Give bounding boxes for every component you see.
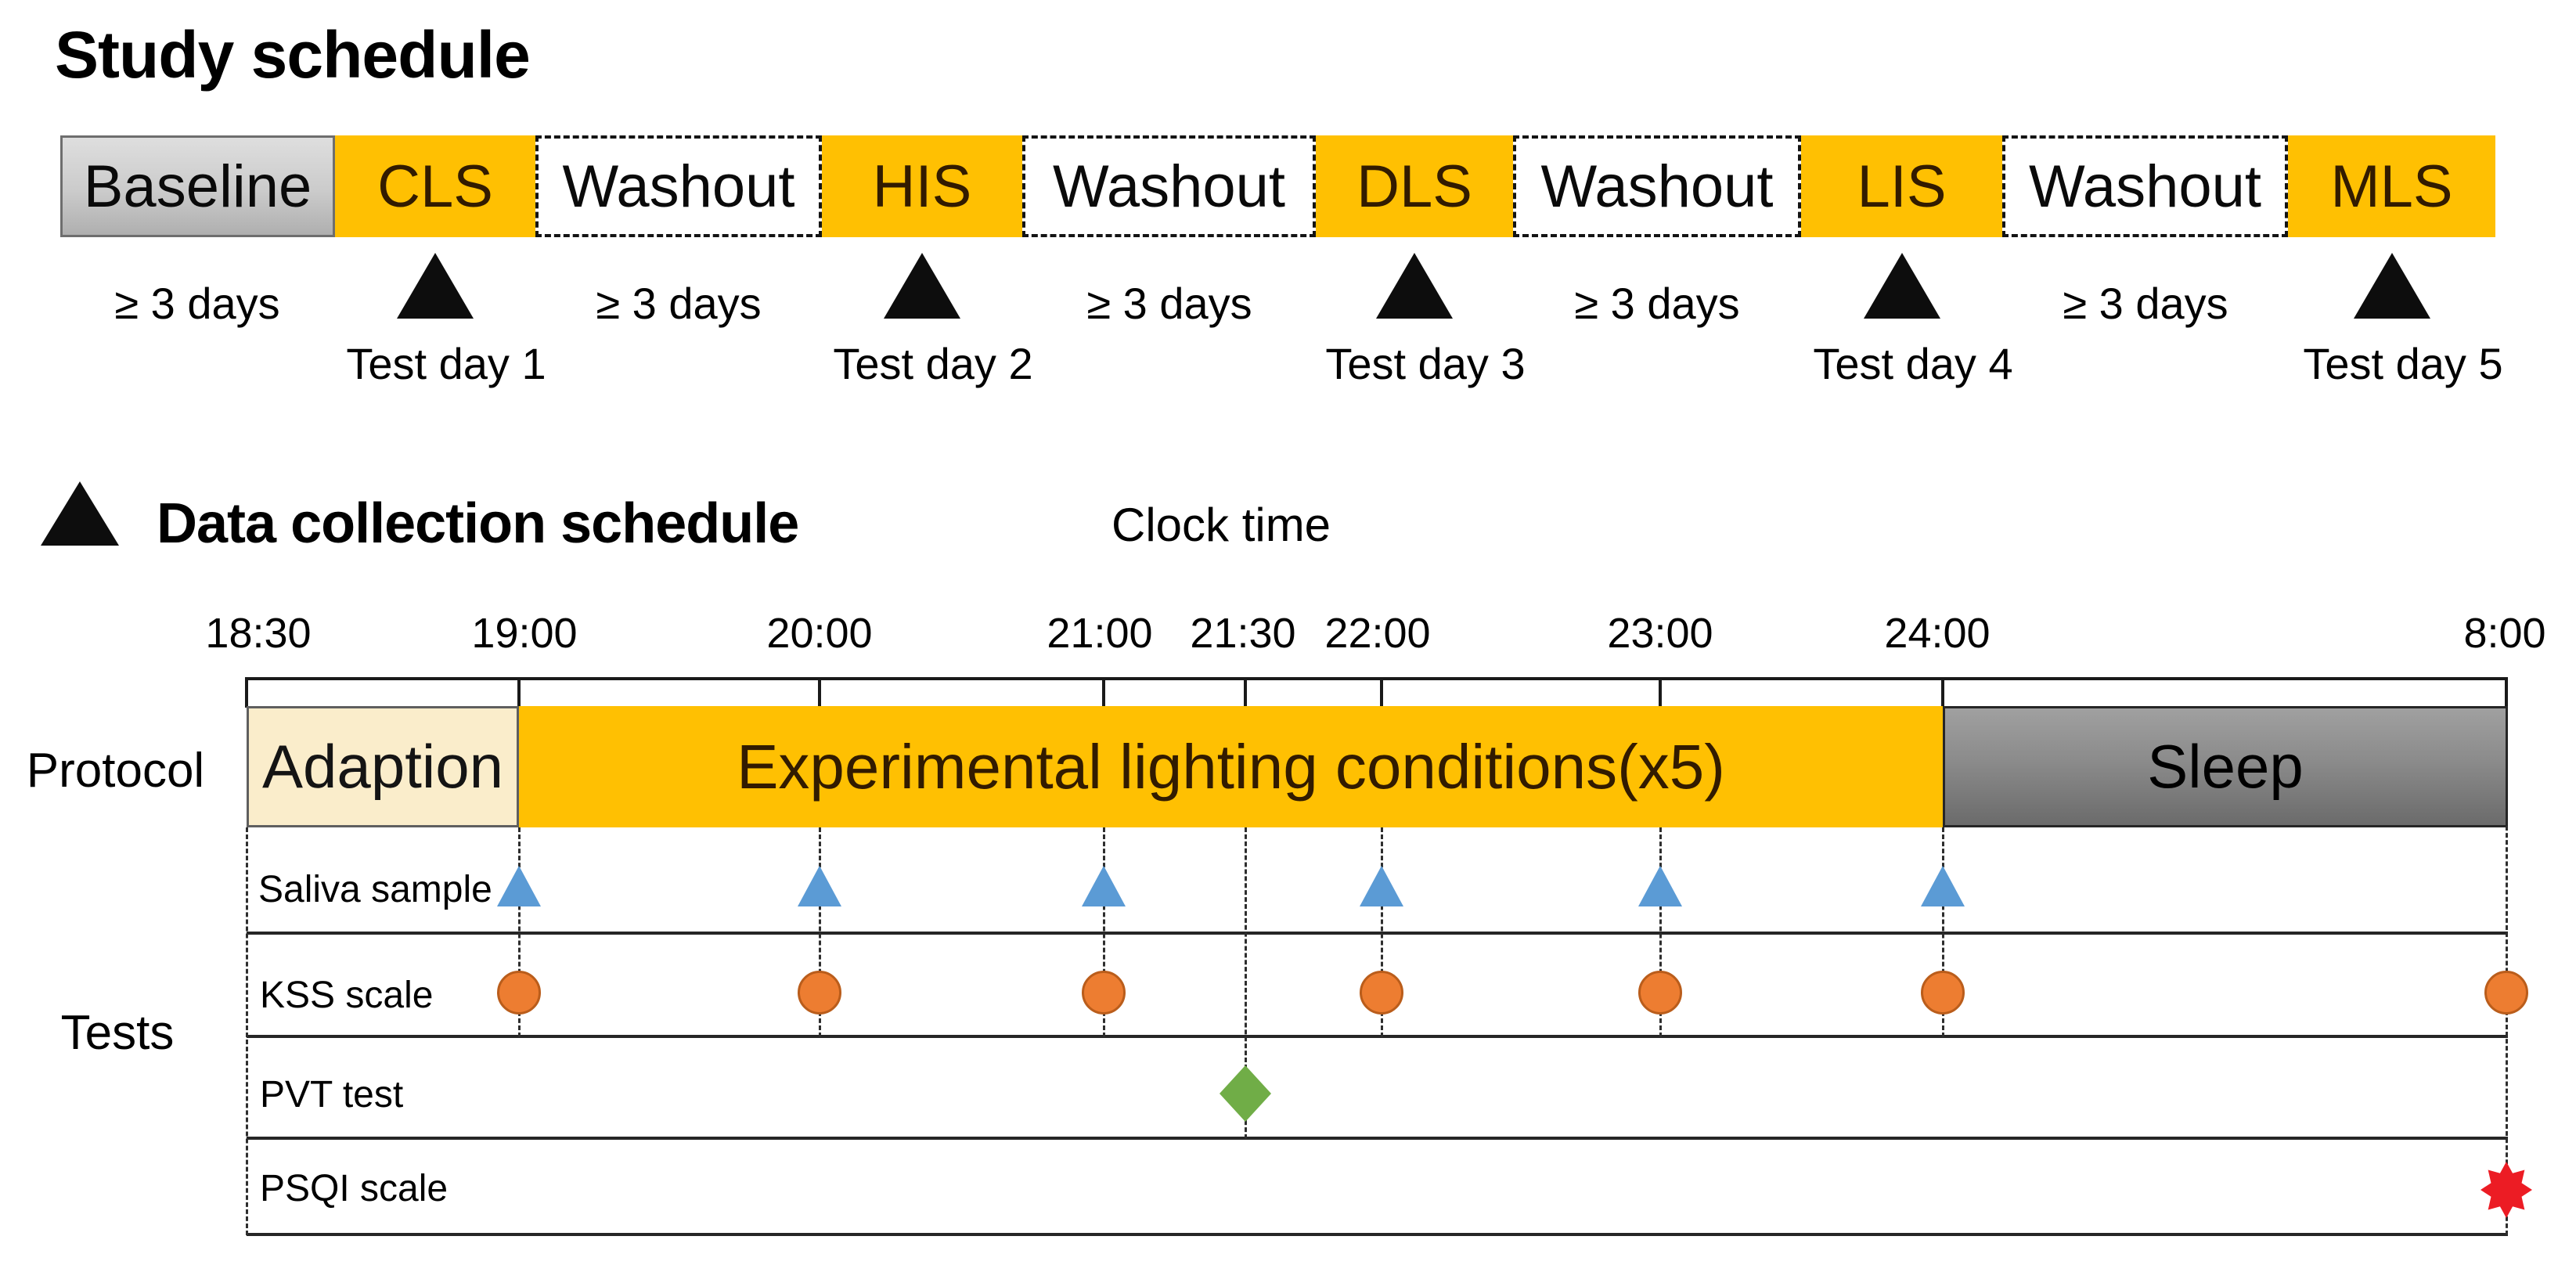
segment-mls: MLS: [2288, 135, 2495, 237]
kss-circle-icon-21-00: [1082, 971, 1126, 1015]
kss-circle-icon-24-00: [1921, 971, 1965, 1015]
clock-axis: [247, 677, 2508, 680]
axis-tick-22-00: [1380, 677, 1383, 708]
segment-washout-4-label: Washout: [2028, 153, 2262, 220]
saliva-triangle-icon-19-00: [497, 866, 541, 906]
kss-circle-icon-20-00: [798, 971, 841, 1015]
row-divider-kss-pvt: [247, 1035, 2508, 1038]
segment-cls-label: CLS: [377, 153, 493, 220]
kss-circle-icon-23-00: [1638, 971, 1682, 1015]
test-day-5-triangle-icon: [2354, 253, 2430, 319]
saliva-triangle-icon-23-00: [1638, 866, 1682, 906]
segment-washout-2-label: Washout: [1052, 153, 1286, 220]
saliva-triangle-icon-20-00: [798, 866, 841, 906]
segment-dls: DLS: [1316, 135, 1513, 237]
test-day-4-label: Test day 4: [1813, 339, 2013, 388]
segment-mls-label: MLS: [2330, 153, 2453, 220]
axis-tick-23-00: [1659, 677, 1662, 708]
saliva-triangle-icon-24-00: [1921, 866, 1965, 906]
row-label-pvt-test: PVT test: [260, 1074, 404, 1115]
axis-tick-20-00: [818, 677, 821, 708]
segment-lis-label: LIS: [1857, 153, 1947, 220]
segment-lis: LIS: [1801, 135, 2002, 237]
test-day-2-triangle-icon: [884, 253, 960, 319]
gap-label-5: ≥ 3 days: [2063, 279, 2228, 328]
gap-label-1: ≥ 3 days: [114, 279, 280, 328]
axis-tick-18-30: [245, 677, 248, 708]
grid-dashed-21-00: [1103, 827, 1105, 1037]
saliva-triangle-icon-21-00: [1082, 866, 1126, 906]
phase-experimental-lighting-label: Experimental lighting conditions(x5): [737, 731, 1725, 802]
gap-label-3: ≥ 3 days: [1086, 279, 1252, 328]
grid-dashed-20-00: [819, 827, 821, 1037]
time-label-24-00: 24:00: [1884, 610, 1991, 657]
row-divider-pvt-psqi: [247, 1137, 2508, 1140]
time-label-20-00: 20:00: [766, 610, 873, 657]
segment-washout-3: Washout: [1513, 135, 1801, 237]
test-day-2-label: Test day 2: [833, 339, 1033, 388]
phase-experimental-lighting: Experimental lighting conditions(x5): [519, 706, 1943, 827]
axis-tick-21-30: [1244, 677, 1247, 708]
grid-dashed-23-00: [1659, 827, 1662, 1037]
segment-baseline: Baseline: [60, 135, 335, 237]
segment-baseline-label: Baseline: [83, 153, 312, 220]
time-label-23-00: 23:00: [1607, 610, 1713, 657]
clock-time-label: Clock time: [1111, 499, 1331, 551]
time-label-19-00: 19:00: [471, 610, 578, 657]
data-collection-legend-triangle-icon: [41, 481, 119, 546]
protocol-label: Protocol: [26, 744, 205, 798]
gap-label-4: ≥ 3 days: [1574, 279, 1740, 328]
phase-adaption: Adaption: [247, 706, 519, 827]
test-day-4-triangle-icon: [1864, 253, 1940, 319]
kss-circle-icon-8-00: [2484, 971, 2528, 1015]
grid-dashed-21-30: [1245, 827, 1247, 1139]
grid-dashed-8-00: [2506, 826, 2508, 1235]
pvt-diamond-icon-21-30: [1220, 1065, 1271, 1122]
segment-washout-1: Washout: [535, 135, 822, 237]
row-divider-saliva-kss: [247, 932, 2508, 935]
gap-label-2: ≥ 3 days: [596, 279, 762, 328]
segment-his: HIS: [822, 135, 1022, 237]
segment-dls-label: DLS: [1356, 153, 1472, 220]
test-day-1-triangle-icon: [397, 253, 474, 319]
segment-cls: CLS: [335, 135, 535, 237]
segment-washout-4: Washout: [2002, 135, 2288, 237]
time-label-18-30: 18:30: [205, 610, 312, 657]
phase-sleep-label: Sleep: [2147, 732, 2304, 801]
time-label-22-00: 22:00: [1324, 610, 1431, 657]
segment-washout-1-label: Washout: [562, 153, 795, 220]
axis-tick-19-00: [517, 677, 521, 708]
time-label-21-00: 21:00: [1047, 610, 1153, 657]
kss-circle-icon-19-00: [497, 971, 541, 1015]
kss-circle-icon-22-00: [1360, 971, 1403, 1015]
time-label-8-00: 8:00: [2463, 610, 2546, 657]
data-collection-title: Data collection schedule: [157, 492, 799, 555]
tests-bottom-line: [247, 1233, 2508, 1236]
grid-dashed-22-00: [1381, 827, 1383, 1037]
row-label-saliva-sample: Saliva sample: [258, 869, 492, 910]
saliva-triangle-icon-22-00: [1360, 866, 1403, 906]
study-schedule-title: Study schedule: [55, 18, 531, 92]
axis-tick-24-00: [1941, 677, 1944, 708]
test-day-3-label: Test day 3: [1325, 339, 1526, 388]
grid-dashed-19-00: [518, 827, 521, 1037]
phase-adaption-label: Adaption: [262, 732, 503, 801]
psqi-burst-icon-8-00: [2481, 1162, 2532, 1218]
time-label-21-30: 21:30: [1190, 610, 1296, 657]
row-label-psqi-scale: PSQI scale: [260, 1168, 449, 1209]
test-day-5-label: Test day 5: [2303, 339, 2503, 388]
grid-dashed-24-00: [1942, 827, 1944, 1037]
axis-tick-21-00: [1102, 677, 1105, 708]
test-day-1-label: Test day 1: [346, 339, 546, 388]
tests-label: Tests: [60, 1006, 175, 1060]
segment-washout-3-label: Washout: [1540, 153, 1774, 220]
segment-washout-2: Washout: [1022, 135, 1316, 237]
segment-his-label: HIS: [872, 153, 972, 220]
grid-dashed-18-30: [246, 827, 248, 1235]
test-day-3-triangle-icon: [1376, 253, 1453, 319]
phase-sleep: Sleep: [1943, 706, 2508, 827]
row-label-kss-scale: KSS scale: [260, 975, 434, 1016]
axis-tick-8-00: [2505, 677, 2508, 708]
